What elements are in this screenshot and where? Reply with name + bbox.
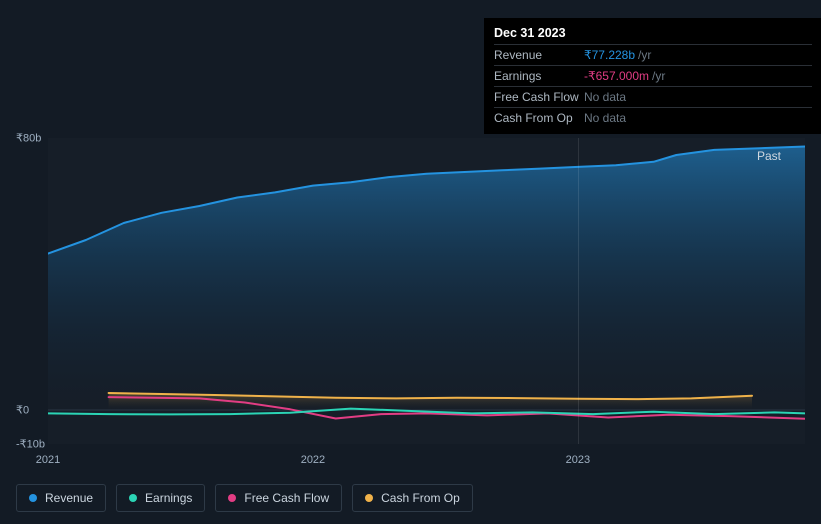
legend-item-label: Free Cash Flow bbox=[244, 491, 329, 505]
y-axis-tick-label: ₹0 bbox=[16, 404, 29, 417]
x-axis-tick-label: 2021 bbox=[36, 454, 60, 466]
tooltip-row: Cash From OpNo data bbox=[494, 108, 812, 128]
past-label: Past bbox=[757, 149, 781, 163]
tooltip-row-label: Cash From Op bbox=[494, 111, 584, 125]
tooltip-row-unit: /yr bbox=[638, 48, 651, 62]
tooltip-row-value: -₹657.000m bbox=[584, 69, 649, 83]
legend-dot-icon bbox=[228, 494, 236, 502]
legend-item-label: Earnings bbox=[145, 491, 192, 505]
x-axis-tick-label: 2022 bbox=[301, 454, 325, 466]
tooltip-row-value: No data bbox=[584, 90, 626, 104]
legend-dot-icon bbox=[365, 494, 373, 502]
tooltip-row: Earnings-₹657.000m/yr bbox=[494, 66, 812, 87]
legend-item-earnings[interactable]: Earnings bbox=[116, 484, 205, 512]
tooltip-row-value: No data bbox=[584, 111, 626, 125]
legend-dot-icon bbox=[29, 494, 37, 502]
tooltip-row-label: Earnings bbox=[494, 69, 584, 83]
chart-crosshair bbox=[578, 138, 579, 444]
chart-legend: Revenue Earnings Free Cash Flow Cash From O… bbox=[16, 484, 473, 512]
y-axis-tick-label: -₹10b bbox=[16, 438, 45, 451]
tooltip-row: Free Cash FlowNo data bbox=[494, 87, 812, 108]
chart-tooltip: Dec 31 2023 Revenue₹77.228b/yrEarnings-₹… bbox=[484, 18, 821, 134]
legend-item-cash_from_op[interactable]: Cash From Op bbox=[352, 484, 473, 512]
legend-item-label: Cash From Op bbox=[381, 491, 460, 505]
legend-item-free_cash_flow[interactable]: Free Cash Flow bbox=[215, 484, 342, 512]
y-axis-tick-label: ₹80b bbox=[16, 132, 41, 145]
chart-container: Dec 31 2023 Revenue₹77.228b/yrEarnings-₹… bbox=[16, 0, 805, 470]
tooltip-row-unit: /yr bbox=[652, 69, 665, 83]
tooltip-date: Dec 31 2023 bbox=[494, 26, 812, 45]
tooltip-row-label: Free Cash Flow bbox=[494, 90, 584, 104]
legend-dot-icon bbox=[129, 494, 137, 502]
chart-plot[interactable] bbox=[48, 138, 805, 444]
legend-item-revenue[interactable]: Revenue bbox=[16, 484, 106, 512]
x-axis-tick-label: 2023 bbox=[566, 454, 590, 466]
tooltip-row-label: Revenue bbox=[494, 48, 584, 62]
tooltip-row-value: ₹77.228b bbox=[584, 48, 635, 62]
tooltip-row: Revenue₹77.228b/yr bbox=[494, 45, 812, 66]
legend-item-label: Revenue bbox=[45, 491, 93, 505]
